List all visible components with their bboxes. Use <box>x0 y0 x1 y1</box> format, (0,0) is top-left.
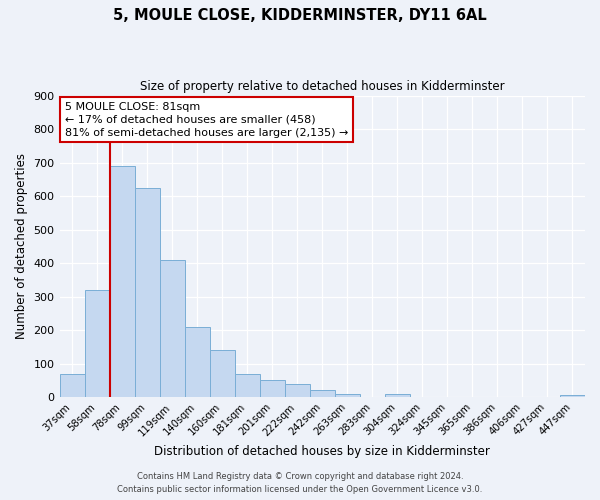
Bar <box>385 394 410 397</box>
Y-axis label: Number of detached properties: Number of detached properties <box>15 154 28 340</box>
Bar <box>310 390 335 397</box>
Bar <box>160 260 185 397</box>
Bar <box>59 374 85 397</box>
Text: 5, MOULE CLOSE, KIDDERMINSTER, DY11 6AL: 5, MOULE CLOSE, KIDDERMINSTER, DY11 6AL <box>113 8 487 22</box>
Text: Contains HM Land Registry data © Crown copyright and database right 2024.
Contai: Contains HM Land Registry data © Crown c… <box>118 472 482 494</box>
Bar <box>285 384 310 397</box>
Bar <box>560 396 585 397</box>
Bar <box>110 166 134 397</box>
Text: 5 MOULE CLOSE: 81sqm
← 17% of detached houses are smaller (458)
81% of semi-deta: 5 MOULE CLOSE: 81sqm ← 17% of detached h… <box>65 102 348 138</box>
Bar <box>85 290 110 397</box>
Title: Size of property relative to detached houses in Kidderminster: Size of property relative to detached ho… <box>140 80 505 93</box>
Bar <box>185 326 209 397</box>
Bar <box>134 188 160 397</box>
X-axis label: Distribution of detached houses by size in Kidderminster: Distribution of detached houses by size … <box>154 444 490 458</box>
Bar <box>209 350 235 397</box>
Bar <box>260 380 285 397</box>
Bar <box>335 394 360 397</box>
Bar <box>235 374 260 397</box>
